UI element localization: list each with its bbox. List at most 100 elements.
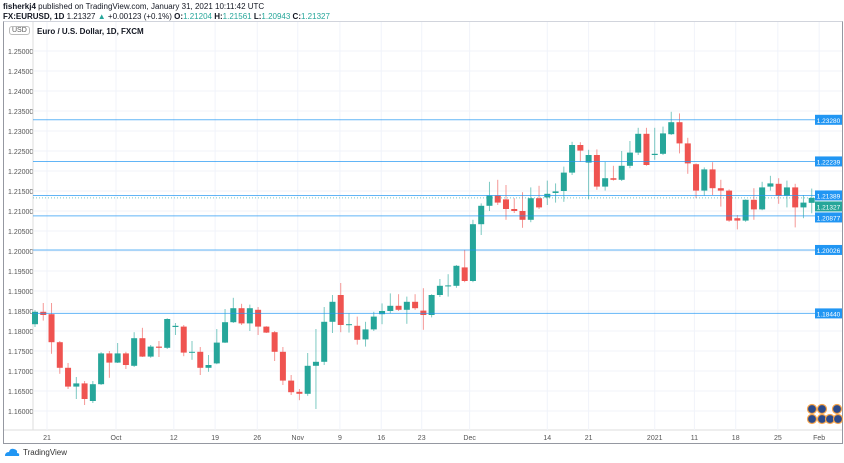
candle-body (296, 391, 303, 394)
candle-body (395, 305, 402, 310)
candle (461, 249, 468, 283)
candle (775, 178, 782, 204)
candle (246, 304, 253, 331)
candle (139, 327, 146, 357)
candle (230, 297, 237, 323)
y-tick-label: 1.24500 (8, 69, 33, 76)
candle-body (659, 133, 666, 154)
cloud-icon (5, 448, 20, 456)
candle-body (238, 308, 245, 324)
level-price-label: 1.22239 (817, 159, 841, 166)
price-change: +0.00123 (+0.1%) (107, 12, 172, 21)
candle (56, 341, 63, 374)
candle-body (246, 308, 253, 324)
candle (288, 375, 295, 395)
candle (577, 142, 584, 162)
candle-body (610, 178, 617, 180)
candle-body (213, 342, 220, 364)
level-price-badge (815, 212, 842, 223)
economic-event-icon[interactable] (816, 403, 828, 415)
economic-event-icon[interactable] (832, 413, 844, 425)
candle (73, 377, 80, 399)
candle-body (354, 325, 361, 340)
candle (164, 318, 171, 349)
y-tick-label: 1.19500 (8, 269, 33, 276)
candle (783, 180, 790, 208)
candle (742, 199, 749, 222)
candle (478, 203, 485, 235)
x-tick-label: 19 (211, 435, 219, 442)
candle-body (65, 367, 72, 387)
candle-body (288, 380, 295, 393)
economic-event-icon[interactable] (806, 413, 818, 425)
current-price-label: 1.21327 (817, 204, 841, 211)
candle-body (502, 199, 509, 209)
publisher-name[interactable]: fisherkj4 (3, 2, 36, 11)
candle-body (668, 122, 675, 135)
candle-body (800, 202, 807, 208)
up-arrow-icon: ▲ (97, 12, 106, 21)
level-price-badge (815, 156, 842, 167)
candle-body (436, 285, 443, 295)
candle (502, 185, 509, 220)
x-tick-label: 12 (170, 435, 178, 442)
y-tick-label: 1.22000 (8, 169, 33, 176)
candle (222, 309, 229, 343)
candle (172, 323, 179, 335)
candle-body (536, 198, 543, 208)
x-tick-label: 9 (338, 435, 342, 442)
y-tick-label: 1.16500 (8, 389, 33, 396)
candle (494, 179, 501, 205)
level-price-badge (815, 308, 842, 319)
candle-body (32, 311, 38, 325)
candle-body (792, 187, 799, 208)
candle-body (469, 224, 476, 281)
candle (370, 311, 377, 331)
candle (362, 321, 369, 347)
candle-body (643, 133, 650, 165)
candle-body (635, 133, 642, 153)
symbol-legend: FX:EURUSD, 1D 1.21327 ▲ +0.00123 (+0.1%)… (3, 12, 330, 21)
candle (560, 166, 567, 202)
candle-body (73, 383, 80, 387)
x-tick-label: 21 (43, 435, 51, 442)
candle (213, 329, 220, 365)
candle-body (585, 155, 592, 163)
level-price-badge (815, 190, 842, 201)
economic-event-icon[interactable] (806, 403, 818, 415)
candle (618, 151, 625, 181)
tradingview-logo[interactable]: TradingView (4, 448, 67, 457)
economic-event-icon[interactable] (831, 403, 843, 415)
chart-title: Euro / U.S. Dollar, 1D, FXCM (37, 27, 144, 36)
candle (345, 313, 352, 333)
y-tick-label: 1.22500 (8, 149, 33, 156)
y-tick-label: 1.17500 (8, 349, 33, 356)
currency-badge[interactable]: USD (9, 26, 30, 35)
candle (304, 353, 311, 396)
candle-body (602, 178, 609, 187)
candle-body (180, 326, 187, 353)
candle (412, 294, 419, 310)
candle (65, 363, 72, 389)
candle-body (362, 329, 369, 340)
candle (527, 187, 534, 223)
candle (469, 219, 476, 283)
candle (445, 274, 452, 297)
open-label: O: (174, 12, 184, 21)
candle (403, 296, 410, 324)
candle-body (403, 301, 410, 310)
candle-body (428, 295, 435, 315)
candle-body (445, 285, 452, 287)
candle-body (618, 165, 625, 180)
candle-body (693, 164, 700, 191)
candle-body (155, 346, 162, 348)
candle (205, 355, 212, 372)
candle-body (701, 169, 708, 191)
candle (106, 351, 113, 378)
candle-body (89, 384, 96, 401)
candle-body (453, 265, 460, 286)
y-tick-label: 1.16000 (8, 409, 33, 416)
candle-body (370, 316, 377, 330)
candle (602, 161, 609, 191)
